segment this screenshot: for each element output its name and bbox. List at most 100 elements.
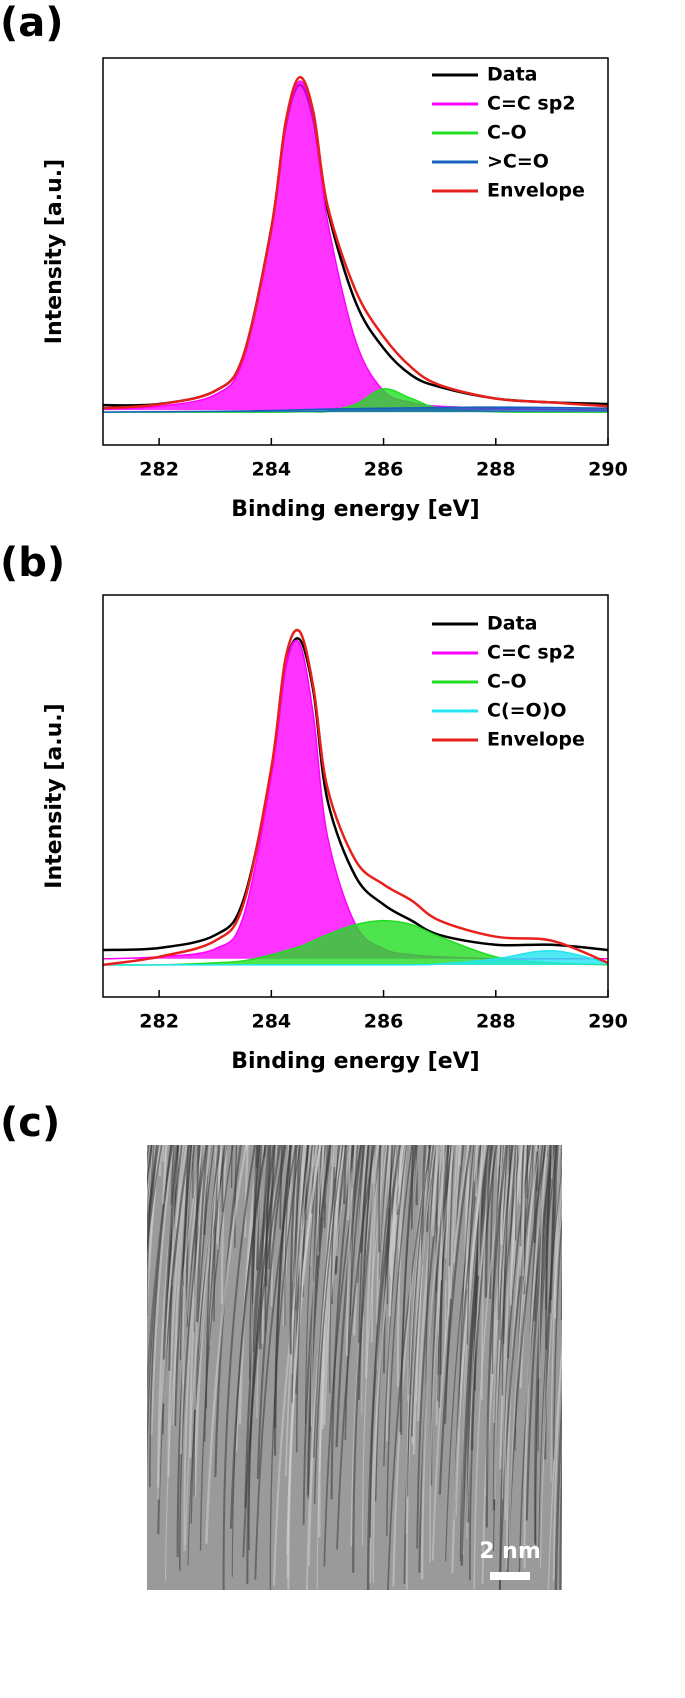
tem-fiber: [544, 1145, 562, 1460]
legend-label: Data: [487, 64, 538, 86]
tem-fiber: [545, 1145, 553, 1350]
tem-fiber: [546, 1145, 549, 1157]
legend-label: Envelope: [487, 729, 585, 751]
tem-fiber: [539, 1206, 562, 1568]
tem-fiber: [158, 1145, 163, 1177]
tem-fiber: [549, 1145, 557, 1313]
tem-fiber: [147, 1145, 155, 1317]
tem-fiber: [587, 404, 685, 1333]
tem-fiber: [588, 410, 685, 1235]
tem-fiber: [309, 1145, 317, 1267]
tem-fiber: [583, 457, 685, 1299]
tem-fiber: [577, 385, 685, 1282]
x-tick-label: 284: [251, 1011, 291, 1033]
x-tick-label: 286: [364, 459, 404, 481]
x-axis-label: Binding energy [eV]: [231, 497, 480, 522]
tem-fiber: [550, 1145, 554, 1179]
tem-fiber: [572, 390, 685, 1305]
tem-fiber: [506, 1145, 547, 1576]
x-tick-label: 290: [588, 459, 628, 481]
tem-fiber: [473, 1145, 477, 1182]
x-tick-label: 288: [476, 459, 516, 481]
tem-fiber: [335, 1145, 341, 1257]
tem-fiber: [574, 385, 685, 1169]
series-line: [102, 639, 608, 960]
tem-fiber: [350, 1145, 353, 1172]
series-line: [102, 628, 609, 967]
tem-fiber: [410, 1145, 414, 1230]
tem-fiber: [582, 456, 685, 1358]
tem-fiber: [552, 1334, 562, 1581]
tem-fiber: [498, 1145, 501, 1167]
tem-fiber: [500, 1145, 504, 1245]
tem-fiber: [359, 1145, 370, 1253]
plot-frame: [102, 594, 609, 998]
tem-fiber: [272, 1145, 319, 1586]
tem-fiber: [519, 1145, 527, 1277]
tem-fiber: [501, 1145, 507, 1245]
tem-fiber: [151, 164, 685, 1142]
y-axis-label: Intensity [a.u.]: [42, 159, 67, 344]
tem-fiber: [156, 159, 685, 1131]
tem-fiber: [436, 1145, 443, 1227]
tem-fiber: [563, 417, 685, 1305]
tem-fiber: [586, 423, 685, 1398]
plot-frame: [102, 57, 609, 446]
tem-fiber: [164, 1145, 167, 1186]
tem-fiber: [378, 1145, 382, 1253]
component-fill: [103, 920, 608, 965]
tem-fiber: [133, 116, 685, 1159]
tem-fiber: [165, 197, 685, 1131]
tem-fiber: [520, 1145, 523, 1222]
tem-fiber: [569, 399, 685, 1393]
component-fill: [103, 388, 608, 413]
tem-fiber: [573, 413, 685, 1148]
tem-fiber: [302, 1145, 310, 1297]
legend-label: >C=O: [487, 151, 549, 173]
tem-fiber: [553, 1209, 562, 1461]
component-fill: [103, 407, 608, 413]
tem-fiber: [132, 204, 685, 1148]
legend-label: C–O: [487, 122, 527, 144]
panel-label: (b): [0, 540, 65, 586]
tem-fiber: [518, 1145, 522, 1204]
component-fill: [103, 640, 608, 959]
legend-label: Envelope: [487, 180, 585, 202]
tem-fiber: [514, 1145, 519, 1241]
series-line: [102, 637, 609, 952]
tem-fiber: [426, 1145, 431, 1232]
tem-fiber: [581, 415, 685, 1536]
series-line: [102, 919, 609, 966]
tem-fiber: [323, 1145, 329, 1229]
tem-fiber: [448, 1145, 455, 1267]
tem-fiber: [533, 1145, 539, 1243]
tem-fiber: [310, 1145, 316, 1214]
tem-fiber: [586, 446, 685, 1500]
legend-label: C=C sp2: [487, 642, 576, 664]
legend-label: Data: [487, 613, 538, 635]
tem-fiber: [522, 1145, 526, 1276]
tem-fiber: [564, 408, 685, 1484]
tem-fiber: [549, 1145, 559, 1300]
component-fill: [103, 950, 608, 965]
legend-label: C(=O)O: [487, 700, 567, 722]
tem-fiber: [366, 1145, 402, 1590]
legend-label: C=C sp2: [487, 93, 576, 115]
tem-fiber: [477, 1145, 484, 1276]
x-tick-label: 284: [251, 459, 291, 481]
component-fill: [103, 81, 608, 411]
tem-fiber: [552, 1145, 558, 1231]
scale-bar: [490, 1572, 530, 1580]
tem-fiber: [316, 1145, 324, 1252]
tem-fiber: [387, 1145, 392, 1208]
x-tick-label: 288: [476, 1011, 516, 1033]
tem-fiber: [347, 1145, 352, 1221]
series-line: [102, 76, 609, 410]
scale-bar-label: 2 nm: [479, 1539, 541, 1564]
tem-fiber: [496, 1145, 502, 1213]
series-line: [102, 950, 609, 966]
tem-fiber: [579, 410, 685, 1214]
tem-fiber: [378, 1145, 390, 1280]
tem-fiber: [574, 414, 685, 1313]
